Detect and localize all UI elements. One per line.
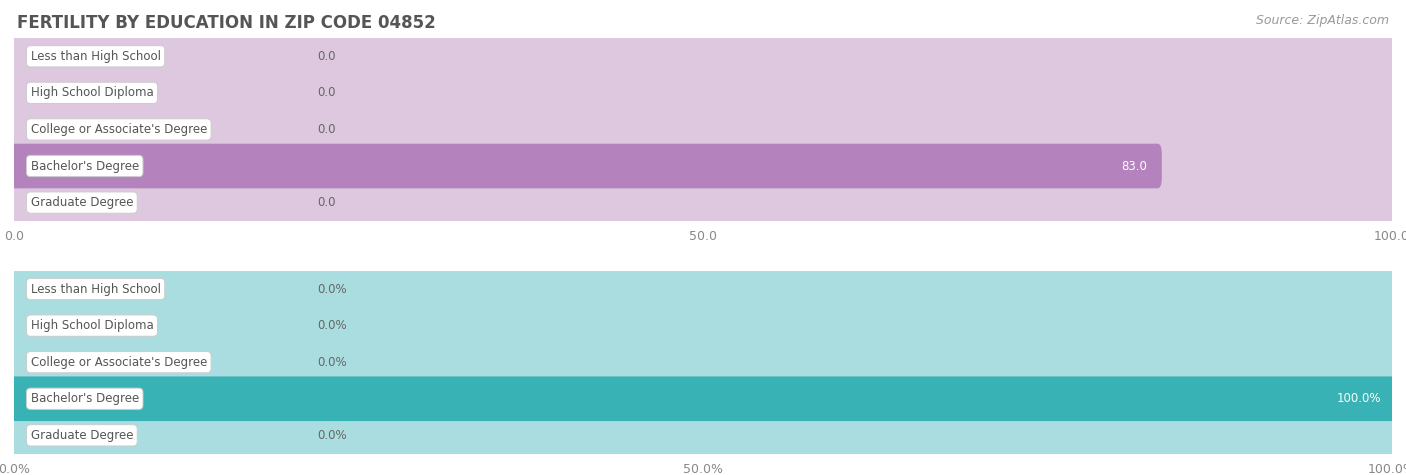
- Text: High School Diploma: High School Diploma: [31, 86, 153, 99]
- FancyBboxPatch shape: [10, 267, 1396, 311]
- Text: 0.0: 0.0: [318, 123, 336, 136]
- Text: Less than High School: Less than High School: [31, 283, 160, 295]
- Text: Less than High School: Less than High School: [31, 50, 160, 63]
- Text: Source: ZipAtlas.com: Source: ZipAtlas.com: [1256, 14, 1389, 27]
- Text: 0.0%: 0.0%: [318, 429, 347, 442]
- Text: 0.0%: 0.0%: [318, 283, 347, 295]
- Text: 0.0%: 0.0%: [318, 356, 347, 369]
- FancyBboxPatch shape: [10, 377, 1396, 421]
- Text: 100.0%: 100.0%: [1337, 392, 1381, 405]
- FancyBboxPatch shape: [10, 413, 1396, 457]
- FancyBboxPatch shape: [10, 340, 1396, 384]
- FancyBboxPatch shape: [10, 34, 1396, 78]
- FancyBboxPatch shape: [10, 377, 1396, 421]
- FancyBboxPatch shape: [10, 304, 1396, 348]
- FancyBboxPatch shape: [10, 144, 1161, 188]
- Text: College or Associate's Degree: College or Associate's Degree: [31, 356, 207, 369]
- Text: College or Associate's Degree: College or Associate's Degree: [31, 123, 207, 136]
- Text: 0.0: 0.0: [318, 86, 336, 99]
- Text: 0.0: 0.0: [318, 196, 336, 209]
- Text: High School Diploma: High School Diploma: [31, 319, 153, 332]
- Text: 83.0: 83.0: [1121, 160, 1147, 172]
- Text: Bachelor's Degree: Bachelor's Degree: [31, 392, 139, 405]
- FancyBboxPatch shape: [10, 144, 1396, 188]
- Text: 0.0%: 0.0%: [318, 319, 347, 332]
- FancyBboxPatch shape: [10, 71, 1396, 115]
- Text: 0.0: 0.0: [318, 50, 336, 63]
- Text: Bachelor's Degree: Bachelor's Degree: [31, 160, 139, 172]
- Text: Graduate Degree: Graduate Degree: [31, 429, 134, 442]
- FancyBboxPatch shape: [10, 180, 1396, 225]
- Text: Graduate Degree: Graduate Degree: [31, 196, 134, 209]
- FancyBboxPatch shape: [10, 107, 1396, 152]
- Text: FERTILITY BY EDUCATION IN ZIP CODE 04852: FERTILITY BY EDUCATION IN ZIP CODE 04852: [17, 14, 436, 32]
